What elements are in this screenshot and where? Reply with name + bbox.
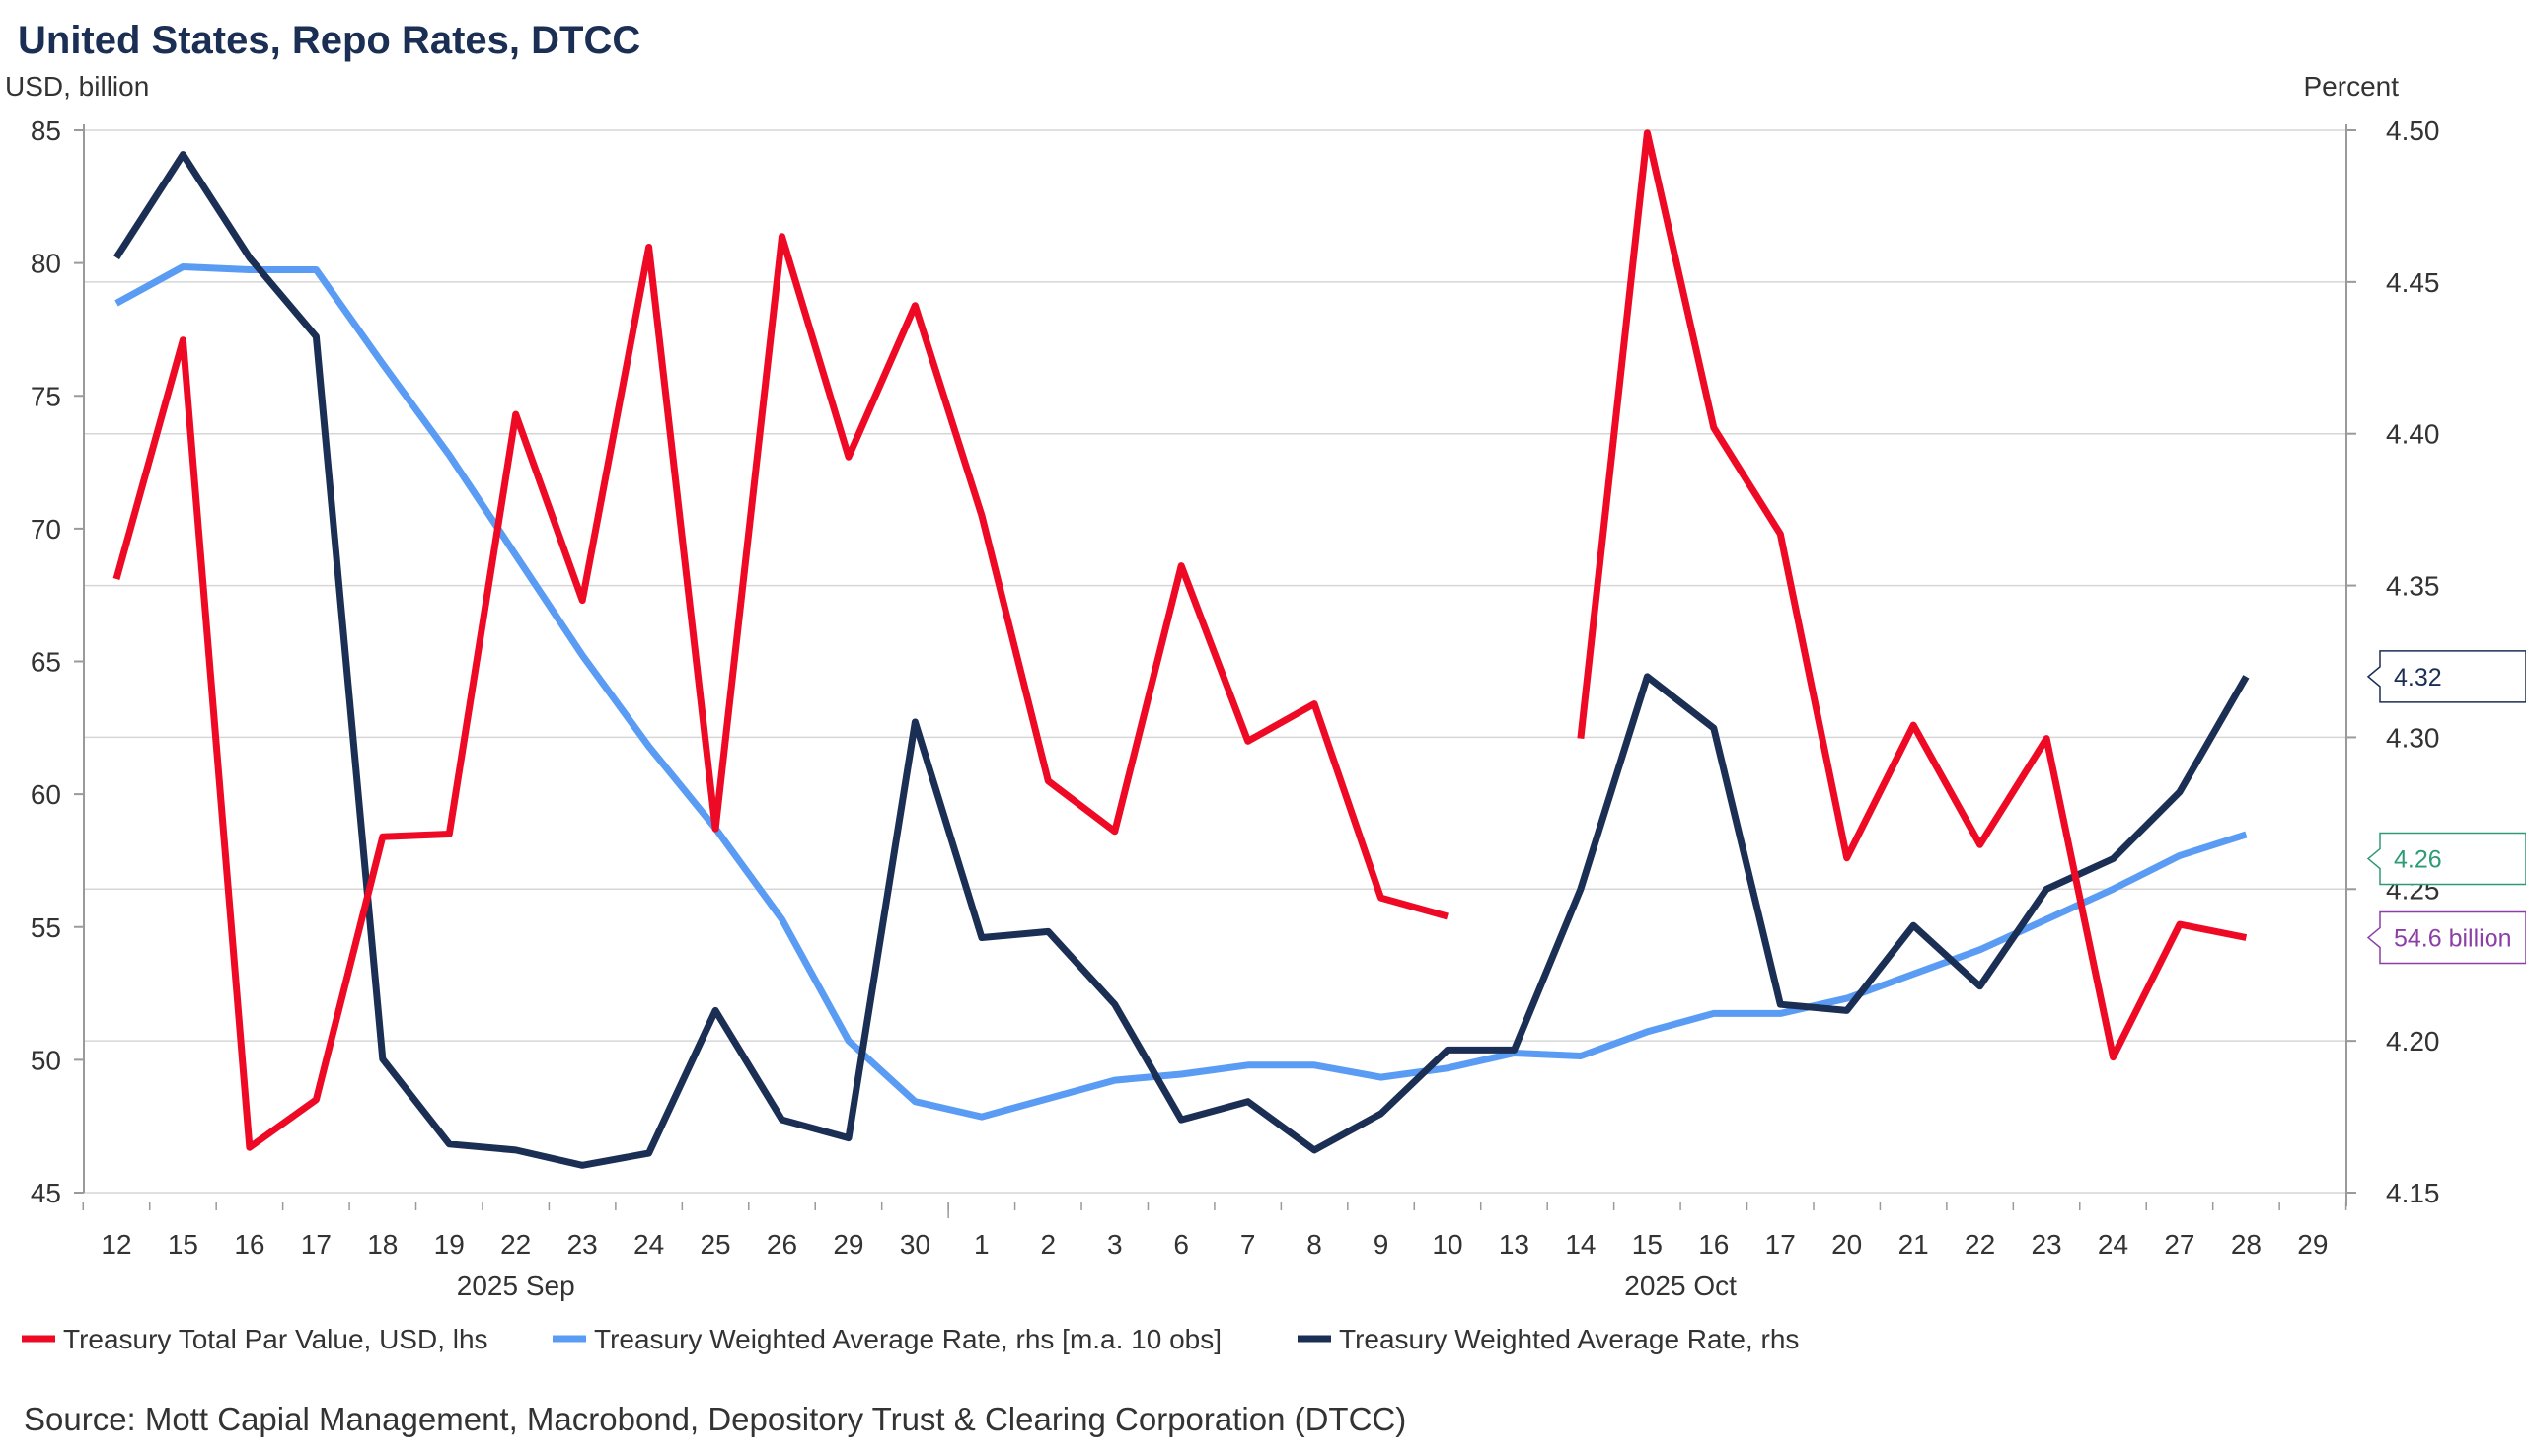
x-tick-label: 12 <box>101 1229 131 1260</box>
x-tick-label: 7 <box>1240 1229 1256 1260</box>
end-value-labels: 4.32 4.26 54.6 billion <box>2366 650 2526 965</box>
x-tick-label: 10 <box>1432 1229 1462 1260</box>
x-tick-label: 9 <box>1374 1229 1389 1260</box>
right-tick-label: 4.45 <box>2386 267 2440 298</box>
month-label: 2025 Oct <box>1624 1271 1737 1301</box>
x-tick-label: 1 <box>974 1229 990 1260</box>
x-tick-label: 29 <box>2297 1229 2328 1260</box>
x-tick-label: 8 <box>1306 1229 1322 1260</box>
end-label-box <box>2366 910 2526 965</box>
month-label: 2025 Sep <box>457 1271 575 1301</box>
right-axis-label: Percent <box>2304 71 2400 102</box>
x-tick-label: 29 <box>833 1229 863 1260</box>
legend: Treasury Total Par Value, USD, lhs Treasu… <box>22 1324 1799 1354</box>
left-axis-label: USD, billion <box>5 71 149 102</box>
x-tick-label: 23 <box>2031 1229 2061 1260</box>
series-line-0-segment-0 <box>112 233 1449 1151</box>
chart-texts: United States, Repo Rates, DTCC USD, bil… <box>5 19 2399 1437</box>
left-tick-label: 70 <box>31 514 61 545</box>
left-tick-label: 65 <box>31 647 61 678</box>
end-label-box <box>2366 832 2526 886</box>
x-tick-label: 3 <box>1107 1229 1123 1260</box>
left-tick-label: 60 <box>31 779 61 810</box>
x-tick-label: 24 <box>2098 1229 2128 1260</box>
x-tick-label: 30 <box>900 1229 930 1260</box>
chart-title: United States, Repo Rates, DTCC <box>18 19 640 62</box>
legend-label-0: Treasury Total Par Value, USD, lhs <box>63 1324 488 1354</box>
x-tick-label: 16 <box>1698 1229 1729 1260</box>
x-tick-label: 20 <box>1831 1229 1862 1260</box>
x-tick-label: 27 <box>2164 1229 2194 1260</box>
x-tick-label: 26 <box>767 1229 797 1260</box>
x-tick-label: 16 <box>234 1229 264 1260</box>
left-tick-label: 55 <box>31 912 61 943</box>
left-tick-label: 50 <box>31 1045 61 1075</box>
x-tick-label: 15 <box>168 1229 198 1260</box>
x-tick-label: 22 <box>1965 1229 1995 1260</box>
x-tick-label: 6 <box>1173 1229 1189 1260</box>
legend-label-1: Treasury Weighted Average Rate, rhs [m.a… <box>594 1324 1222 1354</box>
series-line-2-segment-0 <box>113 151 2250 1169</box>
right-tick-label: 4.35 <box>2386 571 2440 602</box>
x-tick-label: 2 <box>1041 1229 1057 1260</box>
left-tick-label: 75 <box>31 381 61 411</box>
x-tick-label: 17 <box>1765 1229 1796 1260</box>
end-label-box <box>2366 650 2526 703</box>
left-tick-label: 85 <box>31 115 61 146</box>
x-tick-label: 22 <box>500 1229 531 1260</box>
x-tick-label: 23 <box>567 1229 598 1260</box>
x-tick-label: 14 <box>1565 1229 1596 1260</box>
right-tick-label: 4.50 <box>2386 115 2440 146</box>
x-tick-label: 13 <box>1499 1229 1529 1260</box>
legend-label-2: Treasury Weighted Average Rate, rhs <box>1339 1324 1799 1354</box>
x-tick-label: 25 <box>700 1229 730 1260</box>
right-tick-label: 4.15 <box>2386 1178 2440 1208</box>
grid-lines <box>84 129 2346 1194</box>
left-tick-label: 80 <box>31 249 61 279</box>
right-tick-label: 4.30 <box>2386 722 2440 753</box>
x-tick-label: 15 <box>1632 1229 1663 1260</box>
x-tick-label: 28 <box>2231 1229 2262 1260</box>
right-tick-label: 4.40 <box>2386 419 2440 450</box>
end-label-text: 4.32 <box>2394 664 2442 692</box>
series-lines <box>112 129 2250 1169</box>
series-line-0-segment-1 <box>1577 129 2248 1061</box>
end-label-text: 4.26 <box>2394 846 2442 874</box>
end-label-text: 54.6 billion <box>2394 925 2512 953</box>
x-tick-label: 21 <box>1898 1229 1929 1260</box>
x-tick-label: 18 <box>367 1229 398 1260</box>
x-tick-label: 24 <box>633 1229 664 1260</box>
x-tick-label: 17 <box>301 1229 332 1260</box>
source-note: Source: Mott Capial Management, Macrobon… <box>24 1401 1406 1437</box>
left-tick-label: 45 <box>31 1178 61 1208</box>
axes: 4550556065707580854.154.204.254.304.354.… <box>31 115 2440 1301</box>
series-line-1-segment-0 <box>114 263 2248 1121</box>
x-tick-label: 19 <box>434 1229 465 1260</box>
right-tick-label: 4.20 <box>2386 1026 2440 1056</box>
